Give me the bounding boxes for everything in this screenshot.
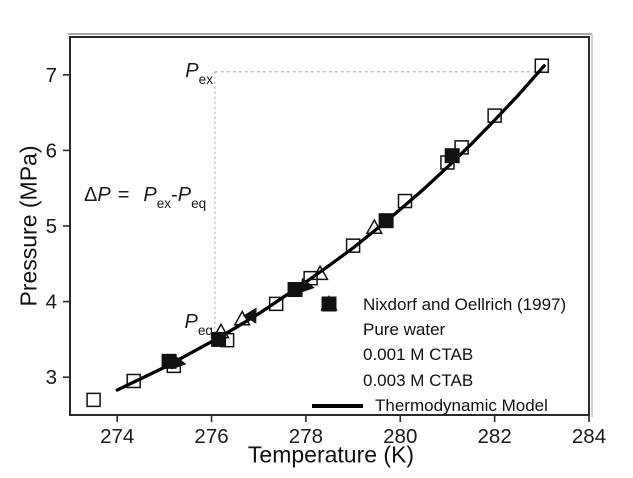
open-square-marker [86,392,101,408]
x-tick-label: 282 [478,425,512,448]
filled-square-marker [287,282,303,298]
legend-item-nixdorf: Nixdorf and Oellrich (1997) [318,292,566,317]
x-axis-title: Temperature (K) [247,441,415,468]
open-square-marker [534,58,550,73]
legend-item-0001-ctab: 0.001 M CTAB [318,296,566,368]
p-eq-annotation: Peq [184,311,213,338]
filled-triangle-marker [299,277,315,294]
axis-ticks: 274 276 278 280 282 284 3 4 5 6 7 [46,64,607,448]
legend-label: Nixdorf and Oellrich (1997) [363,294,567,314]
legend-item-model: Thermodynamic Model [312,394,566,419]
x-tick-label: 274 [100,425,134,448]
legend-marker-svg [321,296,337,311]
series-filled-triangle [171,277,315,370]
equation-term2: P [177,184,192,206]
legend-marker-svg [320,294,338,311]
p-ex-annotation: Pex [185,60,213,87]
minus-sign: - [171,184,178,206]
p-eq-symbol: P [184,311,198,333]
filled-square-marker [211,331,227,347]
y-tick-label: 4 [46,291,57,314]
legend-item-pure-water: Pure water [318,296,566,342]
open-triangle-marker [233,309,251,326]
equation-term1-sub: ex [156,196,172,211]
filled-triangle-marker [321,296,337,311]
equation-term1: P [143,184,157,206]
series-open-triangle [212,218,383,339]
model-curve [115,64,546,392]
filled-triangle-marker [242,307,257,324]
y-axis-title: Pressure (MPa) [15,145,42,307]
open-triangle-marker [320,294,338,311]
y-tick-label: 7 [46,64,57,87]
open-triangle-marker [212,322,230,339]
p-eq-subscript: eq [197,323,213,338]
open-square-marker [126,373,141,389]
y-tick-label: 5 [46,215,57,238]
open-triangle-marker-icon [318,294,346,392]
delta-symbol: Δ [84,184,98,206]
p-ex-symbol: P [185,60,199,82]
legend-label: Pure water [363,320,446,340]
legend-item-0003-ctab: 0.003 M CTAB [318,294,566,393]
legend-label: Thermodynamic Model [375,396,548,416]
y-tick-label: 3 [46,366,57,389]
model-line-icon [312,404,363,409]
x-tick-label: 278 [289,425,323,448]
legend: Nixdorf and Oellrich (1997) Pure water 0… [312,292,566,419]
x-tick-label: 284 [572,425,606,448]
y-tick-label: 6 [46,139,57,162]
open-square-marker [268,296,284,312]
series-line [115,64,546,392]
legend-label: 0.003 M CTAB [363,370,474,390]
x-tick-label: 280 [383,425,417,448]
filled-square-marker-icon [318,296,346,341]
legend-label: 0.001 M CTAB [363,345,474,365]
delta-p-equation: ΔP = Pex-Peq [84,184,207,211]
p-ex-subscript: ex [198,72,213,87]
equation-p: P [97,184,111,206]
filled-triangle-marker-icon [318,296,346,366]
filled-square-marker [444,148,460,164]
equation-term2-sub: eq [191,196,207,211]
open-square-marker [345,238,361,253]
filled-square-marker [378,213,394,229]
equals-sign: = [117,184,130,206]
x-tick-label: 276 [194,425,228,448]
open-triangle-marker [365,218,383,235]
open-triangle-marker [311,264,329,281]
filled-triangle-marker [171,354,187,370]
